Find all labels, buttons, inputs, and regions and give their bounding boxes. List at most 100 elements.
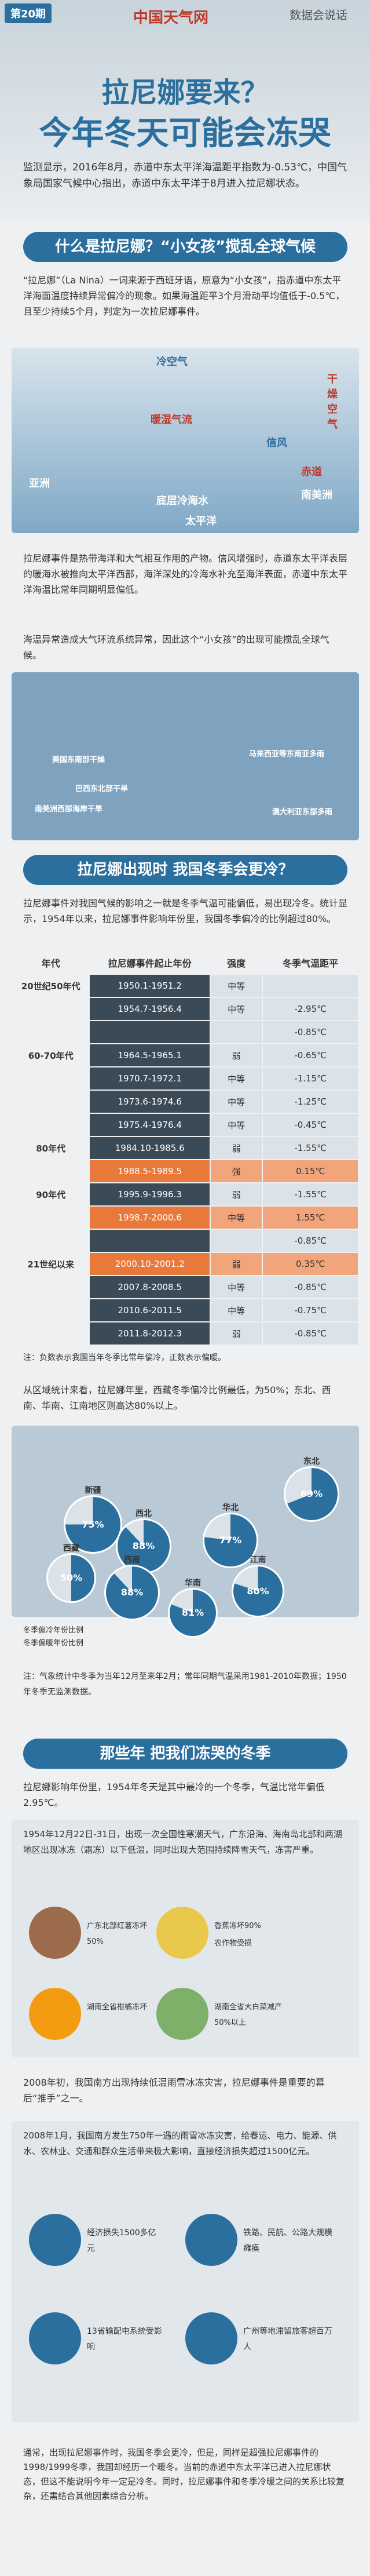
region-pct: 75%: [82, 1518, 104, 1530]
region-pct: 88%: [132, 1540, 155, 1551]
cold-air-label: 冷空气: [156, 356, 188, 368]
people-icon: [185, 2312, 237, 2364]
map-label-us-se: 美国东南部干燥: [52, 756, 105, 764]
cell-years: 2007.8-2008.5: [89, 1275, 211, 1299]
orange-icon: [29, 1988, 81, 2040]
region-name: 东北: [303, 1457, 320, 1466]
box1-item-3: 湖南全省柑橘冻坏: [87, 2003, 148, 2012]
cell-years: 1995.9-1996.3: [89, 1182, 211, 1207]
region-pie: 华北 77%: [203, 1503, 258, 1568]
table-row: 2011.8-2012.3 弱 -0.85℃: [11, 1321, 359, 1346]
region-pct: 81%: [181, 1607, 204, 1618]
cell-era: [11, 997, 90, 1021]
cell-anom: -0.65℃: [262, 1043, 359, 1067]
th-strength: 强度: [209, 950, 263, 975]
cell-anom: -0.85℃: [262, 1020, 359, 1044]
cell-strength: 中等: [209, 1113, 263, 1137]
cell-era: [11, 1159, 90, 1183]
box2-text: 2008年1月，我国南方发生750年一遇的雨雪冰冻灾害，给春运、电力、能源、供水…: [23, 2130, 337, 2156]
region-pie: 西北 88%: [116, 1509, 171, 1574]
map-label-australia: 澳大利亚东部多雨: [272, 808, 333, 817]
section1-title: 什么是拉尼娜？“小女孩”搅乱全球气候: [23, 232, 347, 262]
section3-p2: 2008年初，我国南方出现持续低温雨雪冰冻灾害，拉尼娜事件是重要的幕后“推手”之…: [23, 2077, 325, 2104]
cell-era: 60-70年代: [11, 1043, 90, 1067]
cell-strength: 中等: [209, 1275, 263, 1299]
banana-icon: [156, 1907, 208, 1959]
cell-anom: [262, 974, 359, 998]
box2-item-2: 13省输配电系统受影响: [87, 2327, 162, 2352]
cell-era: 21世纪以来: [11, 1252, 90, 1276]
cell-strength: [209, 1229, 263, 1253]
title-line2: 今年冬天可能会冻哭: [39, 115, 331, 152]
table-row: -0.85℃: [11, 1229, 359, 1253]
cell-years: 1970.7-1972.1: [89, 1066, 211, 1091]
cell-years: 2000.10-2001.2: [89, 1252, 211, 1276]
box2-item-3: 广州等地滞留旅客超百万人: [243, 2327, 332, 2352]
cabbage-icon: [156, 1988, 208, 2040]
table-note: 注：负数表示我国当年冬季比常年偏冷，正数表示偏暖。: [23, 1353, 226, 1362]
dry-air-label: 干燥空气: [327, 373, 338, 431]
cell-era: 90年代: [11, 1182, 90, 1207]
power-tower-icon: [29, 2312, 81, 2364]
table-row: 60-70年代 1964.5-1965.1 弱 -0.65℃: [11, 1043, 359, 1067]
cell-strength: 弱: [209, 1321, 263, 1346]
intro-text: 监测显示，2016年8月，赤道中东太平洋海温距平指数为-0.53℃，中国气象局国…: [23, 162, 347, 190]
ocean-diagram: 冷空气 干燥空气 暖湿气流 信风 赤道 亚洲 南美洲 底层冷海水 太平洋: [12, 348, 359, 533]
issue-badge: 第20期: [5, 3, 52, 23]
table-row: 1998.7-2000.6 中等 1.55℃: [11, 1205, 359, 1230]
cell-strength: 中等: [209, 1205, 263, 1230]
region-name: 新疆: [85, 1486, 101, 1495]
cell-era: [11, 1020, 90, 1044]
cell-era: [11, 1090, 90, 1114]
table-row: 21世纪以来 2000.10-2001.2 弱 0.35℃: [11, 1252, 359, 1276]
cell-strength: 弱: [209, 1252, 263, 1276]
region-pct: 77%: [219, 1535, 242, 1546]
cell-years: 2010.6-2011.5: [89, 1298, 211, 1322]
region-name: 华南: [185, 1579, 201, 1588]
table-row: 1975.4-1976.4 中等 -0.45℃: [11, 1113, 359, 1137]
china-map: 新疆 75% 东北 69% 西北 88% 华北 77% 西藏 50% 西南 88% 江南 80% 华南 81%: [12, 1426, 359, 1638]
section3-title: 那些年 把我们冻哭的冬季: [23, 1739, 347, 1769]
map-label-brazil: 巴西东北部干旱: [75, 785, 129, 793]
section2-p2: 从区域统计来看，拉尼娜年里，西藏冬季偏冷比例最低，为50%；东北、西南、华南、江…: [23, 1384, 331, 1411]
section3-p1: 拉尼娜影响年份里，1954年冬天是其中最冷的一个冬季，气温比常年偏低2.95℃。: [23, 1781, 325, 1808]
table-row: 90年代 1995.9-1996.3 弱 -1.55℃: [11, 1182, 359, 1207]
region-pct: 50%: [60, 1572, 83, 1583]
region-name: 西北: [135, 1509, 152, 1518]
cell-anom: -0.85℃: [262, 1321, 359, 1346]
cell-anom: 1.55℃: [262, 1205, 359, 1230]
table-row: -0.85℃: [11, 1020, 359, 1044]
cell-strength: 弱: [209, 1043, 263, 1067]
cell-era: [11, 1321, 90, 1346]
box1-item-4: 湖南全省大白菜减产50%以上: [214, 2003, 283, 2027]
section3-p3: 通常，出现拉尼娜事件时，我国冬季会更冷，但是，同样是超强拉尼娜事件的1998/1…: [23, 2447, 345, 2501]
cell-years: 1950.1-1951.2: [89, 974, 211, 998]
cell-strength: 中等: [209, 997, 263, 1021]
cell-anom: -1.55℃: [262, 1182, 359, 1207]
box1-item-1: 香蕉冻坏90%: [214, 1922, 261, 1930]
section1-p3: 海温异常造成大气环流系统异常，因此这个“小女孩”的出现可能搅乱全球气候。: [23, 634, 329, 661]
region-pie: 江南 80%: [232, 1555, 284, 1617]
cell-era: [11, 1066, 90, 1091]
region-pie: 西南 88%: [104, 1555, 160, 1620]
pacific-label: 太平洋: [185, 515, 217, 527]
transport-icon: [185, 2214, 237, 2266]
cell-era: [11, 1298, 90, 1322]
cell-years: 1973.6-1974.6: [89, 1090, 211, 1114]
table-header: 年代 拉尼娜事件起止年份 强度 冬季气温距平: [11, 950, 359, 975]
cell-years: 1998.7-2000.6: [89, 1205, 211, 1230]
cell-years: [89, 1020, 211, 1044]
cell-anom: -1.15℃: [262, 1066, 359, 1091]
cell-anom: 0.15℃: [262, 1159, 359, 1183]
box2-item-0: 经济损失1500多亿元: [87, 2228, 156, 2253]
table-row: 2007.8-2008.5 中等 -0.85℃: [11, 1275, 359, 1299]
cell-anom: -0.85℃: [262, 1229, 359, 1253]
region-pie: 新疆 75%: [64, 1486, 122, 1554]
cell-era: [11, 1275, 90, 1299]
region-name: 西藏: [63, 1544, 79, 1553]
table-row: 1954.7-1956.4 中等 -2.95℃: [11, 997, 359, 1021]
cell-years: 1975.4-1976.4: [89, 1113, 211, 1137]
table-row: 80年代 1984.10-1985.6 弱 -1.55℃: [11, 1136, 359, 1160]
cell-years: 1954.7-1956.4: [89, 997, 211, 1021]
